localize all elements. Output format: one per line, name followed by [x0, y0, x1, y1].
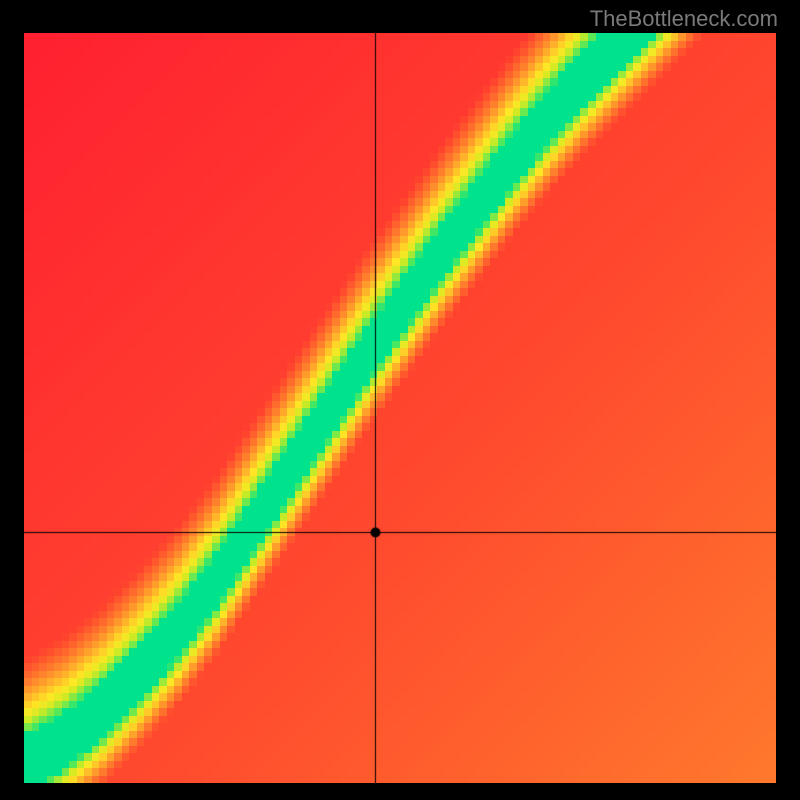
- chart-container: TheBottleneck.com: [0, 0, 800, 800]
- watermark-text: TheBottleneck.com: [590, 6, 778, 32]
- crosshair-overlay: [24, 33, 776, 783]
